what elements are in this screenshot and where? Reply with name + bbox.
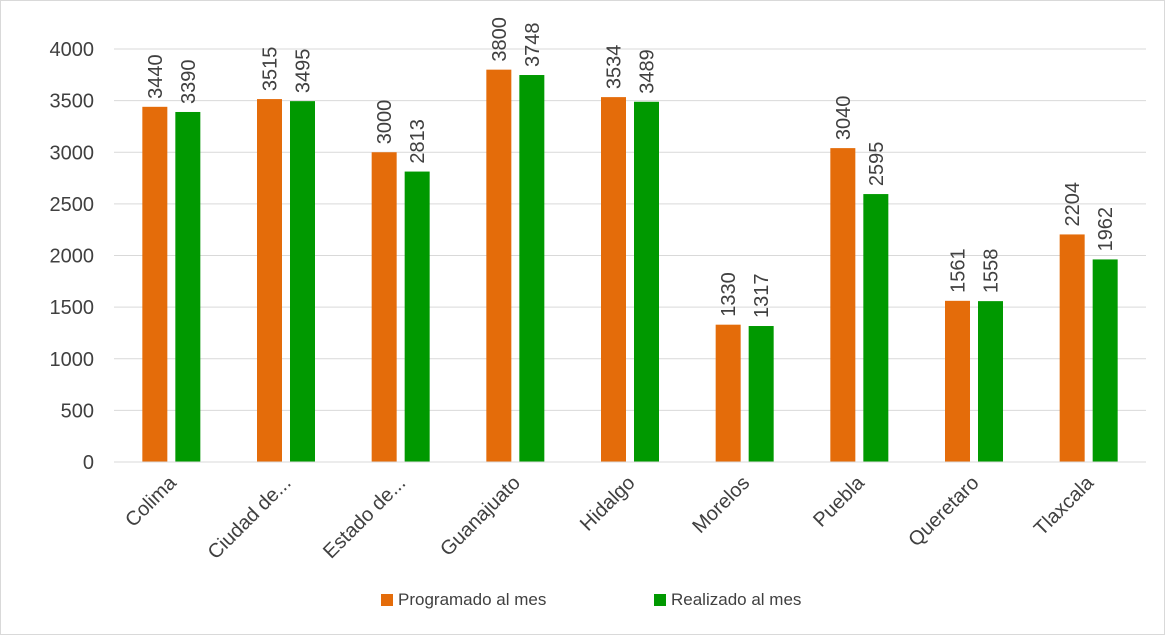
- data-label: 1330: [718, 272, 740, 317]
- data-label: 1962: [1095, 207, 1117, 252]
- y-tick-label: 1500: [50, 297, 95, 319]
- y-tick-label: 500: [61, 400, 94, 422]
- y-tick-label: 0: [83, 452, 94, 474]
- x-tick-label: Colima: [121, 471, 181, 531]
- legend-swatch: [381, 594, 393, 606]
- data-label: 3748: [522, 23, 544, 68]
- bar: [978, 301, 1003, 462]
- bar: [715, 324, 741, 462]
- bar: [371, 152, 397, 462]
- bar: [290, 101, 315, 463]
- data-label: 3800: [489, 17, 511, 62]
- bar: [863, 194, 889, 462]
- data-label: 1317: [751, 274, 773, 319]
- bar: [634, 101, 659, 463]
- y-tick-label: 1000: [50, 349, 95, 371]
- x-tick-label: Puebla: [809, 471, 869, 531]
- bar: [486, 69, 512, 463]
- y-tick-label: 2500: [50, 194, 95, 216]
- y-tick-label: 3500: [50, 91, 95, 113]
- y-tick-label: 2000: [50, 246, 95, 268]
- bar: [1092, 259, 1118, 462]
- x-tick-label: Estado de...: [319, 472, 410, 563]
- legend-label: Realizado al mes: [671, 590, 801, 609]
- y-axis: 0 500 1000 1500 2000 2500 3000 3500 4000: [50, 39, 95, 474]
- x-tick-label: Hidalgo: [576, 472, 640, 536]
- data-label: 2813: [407, 119, 429, 164]
- legend-swatch: [654, 594, 666, 606]
- data-label: 2204: [1062, 182, 1084, 227]
- x-tick-label: Guanajuato: [436, 472, 525, 561]
- bar: [142, 106, 168, 462]
- x-tick-label: Queretaro: [904, 472, 983, 551]
- data-label: 3534: [604, 45, 626, 90]
- y-tick-label: 3000: [50, 142, 95, 164]
- bar: [175, 111, 201, 463]
- data-label: 3040: [833, 96, 855, 141]
- bar: [748, 326, 774, 462]
- data-label: 3440: [145, 54, 167, 99]
- bars: [142, 69, 1118, 463]
- x-tick-label: Morelos: [688, 472, 754, 538]
- x-tick-label: Tlaxcala: [1030, 471, 1099, 540]
- data-label: 3489: [637, 49, 659, 94]
- data-label: 3515: [260, 47, 282, 92]
- x-axis: Colima Ciudad de... Estado de... Guanajuato…: [114, 461, 1146, 564]
- gridlines: [114, 48, 1146, 463]
- x-tick-label: Ciudad de...: [204, 472, 296, 564]
- legend-label: Programado al mes: [398, 590, 546, 609]
- bar: [945, 300, 970, 462]
- bar: [601, 97, 626, 462]
- data-label: 1561: [948, 248, 970, 293]
- bar: [830, 148, 856, 462]
- legend: Programado al mes Realizado al mes: [381, 590, 801, 609]
- y-tick-label: 4000: [50, 39, 95, 61]
- bar: [1059, 234, 1085, 462]
- data-label: 3390: [178, 59, 200, 104]
- data-label: 3000: [374, 100, 396, 145]
- data-label: 2595: [866, 142, 888, 187]
- data-label: 1558: [981, 249, 1003, 294]
- bar: [404, 171, 430, 463]
- data-labels: 3440 3390 3515 3495 3000 2813 3800 3748 3534 3489…: [145, 17, 1117, 318]
- data-label: 3495: [293, 49, 315, 94]
- bar: [257, 99, 282, 463]
- bar: [519, 75, 545, 463]
